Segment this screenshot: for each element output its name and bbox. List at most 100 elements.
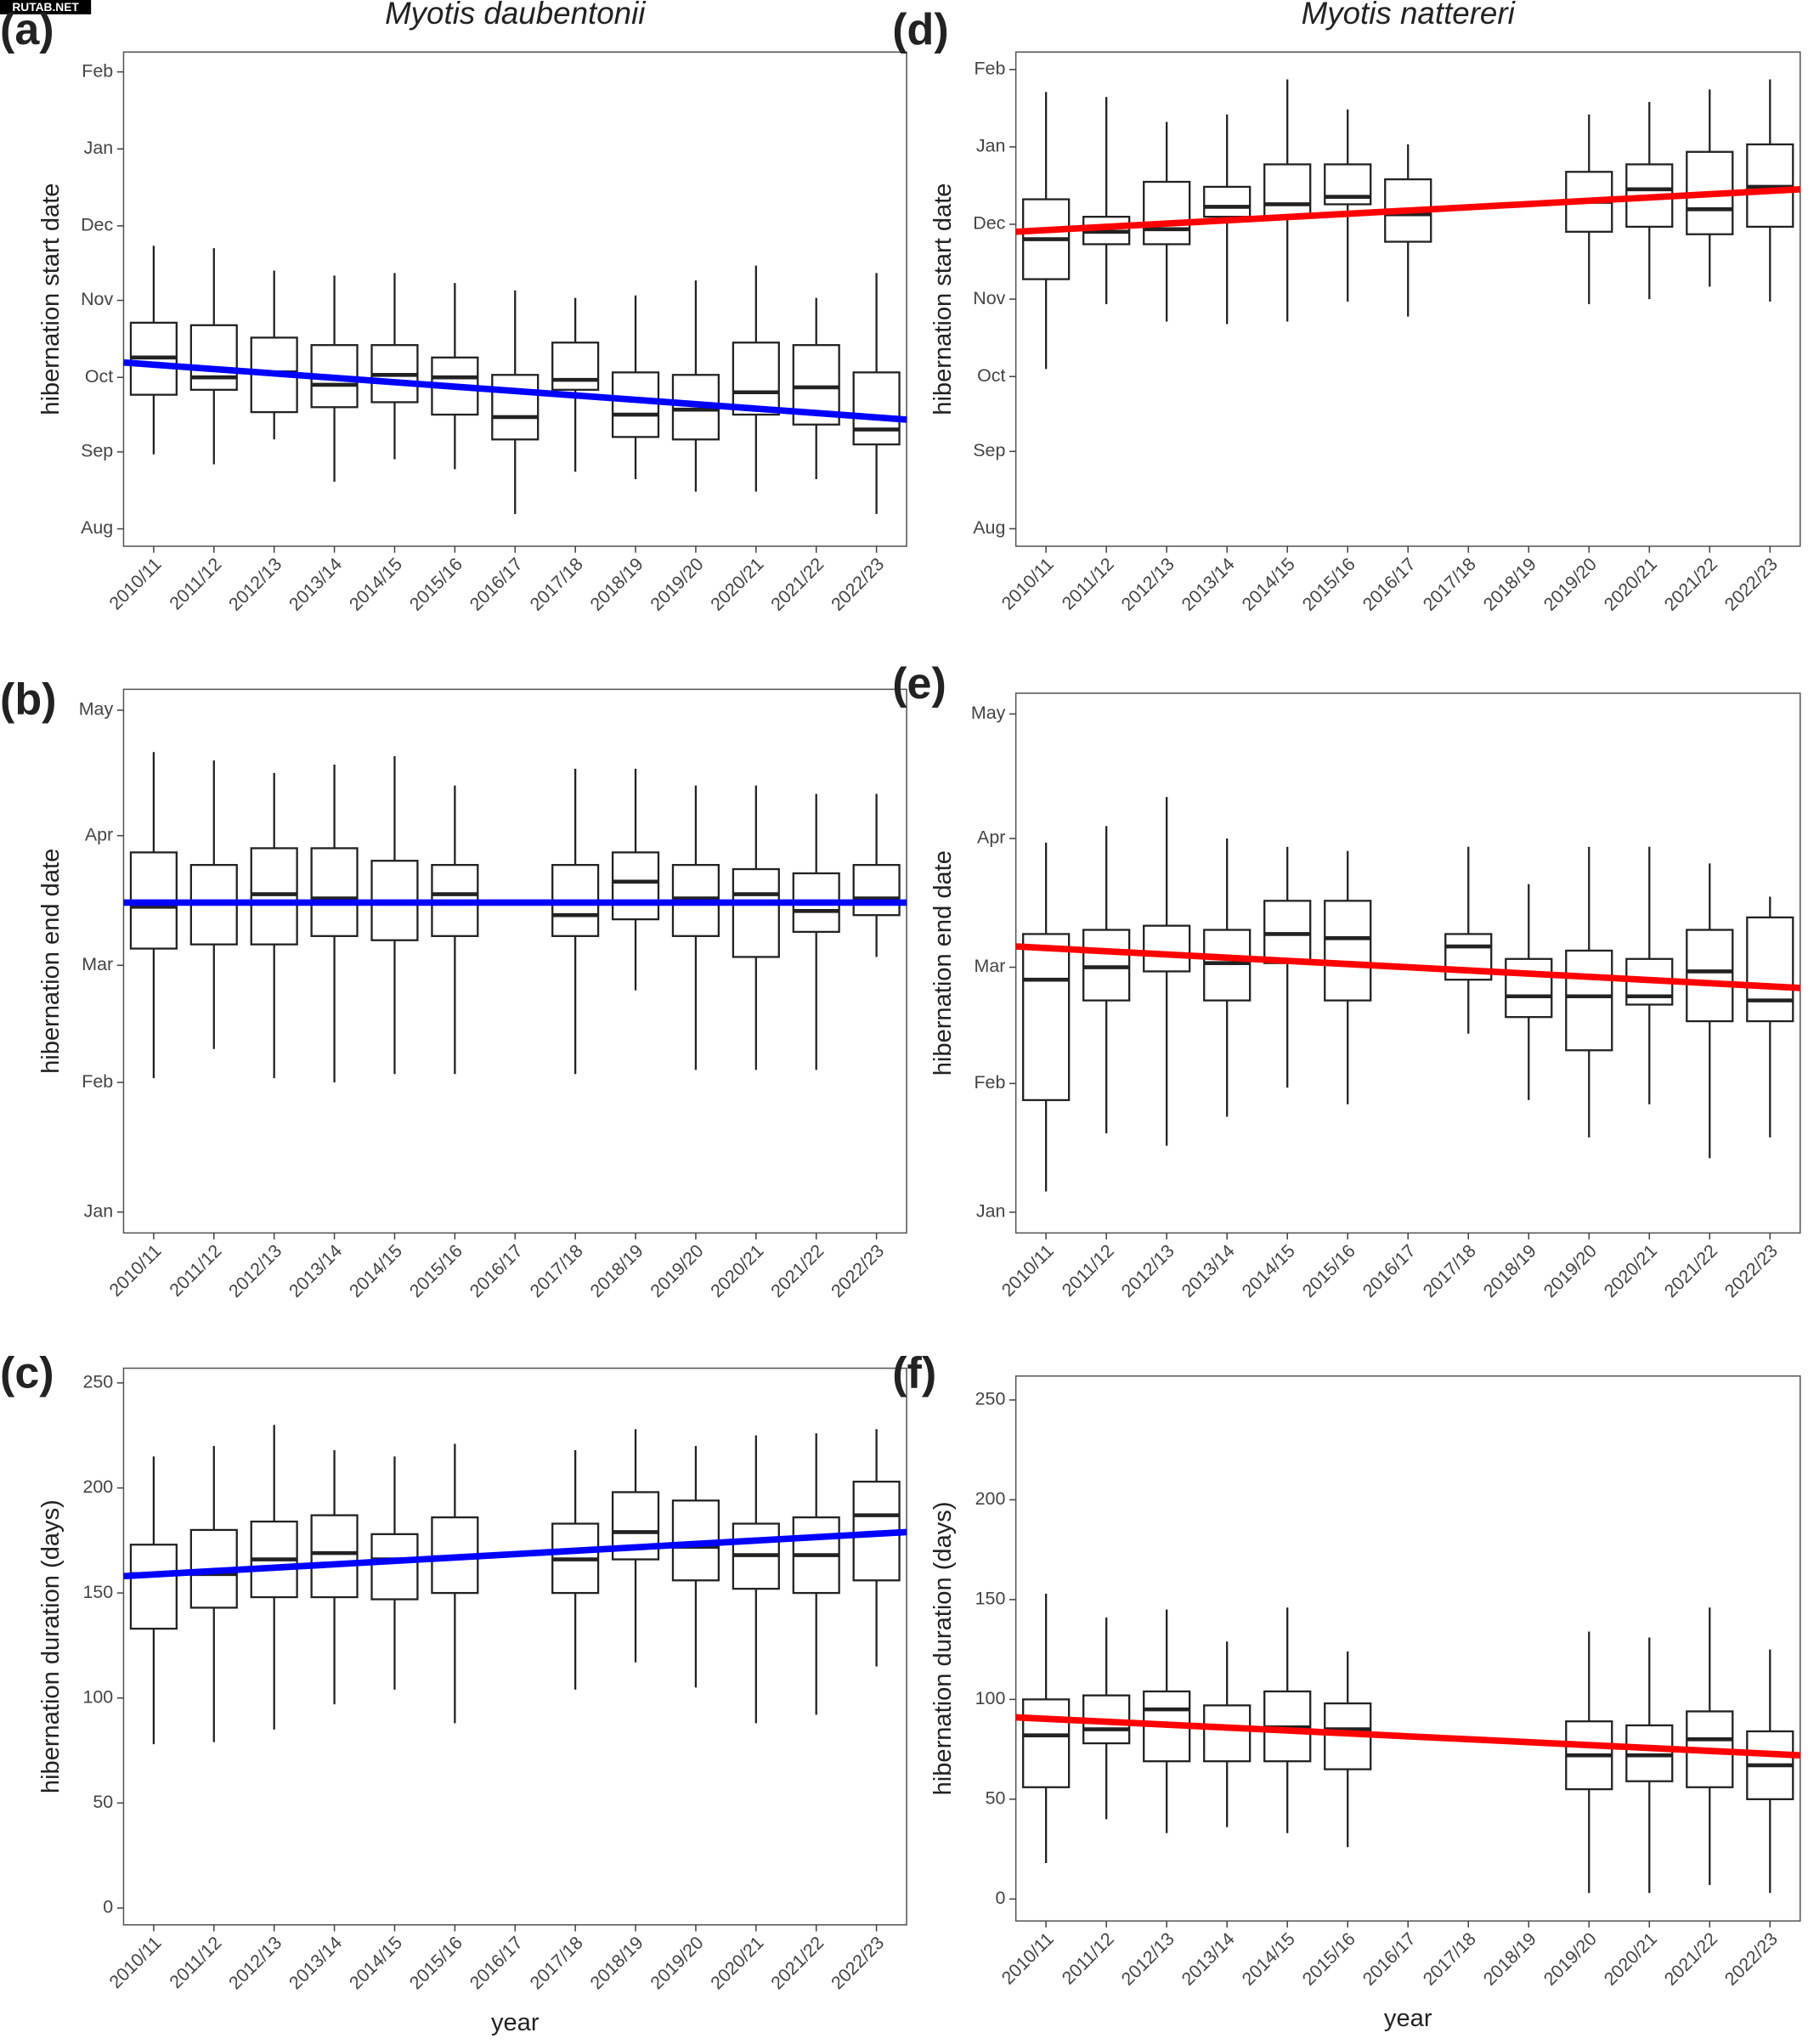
- y-tick-label: Aug: [81, 517, 113, 538]
- x-tick-label: 2019/20: [1540, 1928, 1601, 1990]
- y-axis-label: hibernation start date: [929, 184, 957, 415]
- x-tick-label: 2014/15: [1238, 1928, 1299, 1990]
- box: [1203, 929, 1251, 1002]
- x-tick-label: 2011/12: [166, 1240, 226, 1301]
- x-tick-label: 2013/14: [285, 554, 347, 615]
- x-tick-label: 2018/19: [586, 1240, 647, 1301]
- y-tick-label: Sep: [973, 440, 1005, 460]
- box: [1565, 949, 1613, 1052]
- plot-border: [122, 688, 907, 1234]
- y-tick-label: Dec: [81, 215, 113, 235]
- x-tick-label: 2022/23: [1720, 1928, 1782, 1990]
- y-tick-label: May: [79, 699, 114, 720]
- x-tick-label: 2020/21: [1600, 1928, 1661, 1990]
- x-tick-label: 2018/19: [586, 554, 647, 615]
- trend-line: [1015, 943, 1801, 991]
- x-tick-label: 2018/19: [1479, 1240, 1540, 1301]
- y-tick-label: Apr: [977, 827, 1005, 848]
- x-tick-label: 2017/18: [1419, 1240, 1480, 1301]
- y-tick-label: 150: [82, 1582, 113, 1602]
- y-axis-label: hibernation duration (days): [37, 1499, 65, 1793]
- x-tick-label: 2011/12: [166, 554, 226, 614]
- x-tick-label: 2016/17: [466, 1933, 527, 1994]
- x-tick-label: 2017/18: [526, 1933, 587, 1994]
- box: [250, 847, 298, 946]
- x-tick-label: 2015/16: [1298, 1240, 1359, 1301]
- y-tick-label: 50: [93, 1792, 113, 1812]
- x-tick-label: 2011/12: [1058, 1928, 1118, 1989]
- y-tick-label: Jan: [976, 1201, 1006, 1222]
- box: [852, 863, 901, 917]
- box: [732, 867, 780, 958]
- y-tick-label: Jan: [976, 136, 1006, 156]
- box: [1625, 1724, 1674, 1782]
- x-tick-label: 2012/13: [1117, 554, 1178, 615]
- box: [1143, 924, 1191, 973]
- watermark: RUTAB.NET: [12, 1, 79, 14]
- box: [1686, 929, 1734, 1023]
- x-tick-label: 2013/14: [1178, 554, 1239, 615]
- y-axis-label: hibernation duration (days): [929, 1501, 957, 1795]
- box: [1082, 929, 1131, 1002]
- box: [732, 342, 780, 416]
- box: [1444, 933, 1493, 981]
- x-tick-label: 2019/20: [1540, 554, 1601, 615]
- x-tick-label: 2019/20: [647, 1933, 708, 1994]
- x-tick-label: 2015/16: [405, 554, 466, 615]
- x-tick-label: 2015/16: [1298, 554, 1359, 615]
- trend-line: [1015, 186, 1801, 235]
- x-tick-label: 2014/15: [1238, 1240, 1299, 1301]
- y-tick-label: Jan: [84, 1200, 114, 1221]
- x-axis-label: year: [1384, 2005, 1432, 2032]
- x-tick-label: 2014/15: [345, 1933, 406, 1994]
- box: [370, 1533, 419, 1601]
- x-tick-label: 2012/13: [1117, 1240, 1178, 1301]
- box: [1022, 933, 1071, 1102]
- panel-title: Myotis nattereri: [1302, 0, 1516, 31]
- y-tick-label: May: [971, 703, 1006, 723]
- y-axis-label: hibernation end date: [929, 850, 957, 1076]
- y-tick-label: 150: [975, 1589, 1006, 1609]
- box: [1022, 1698, 1071, 1788]
- x-tick-label: 2013/14: [1178, 1240, 1239, 1301]
- box: [1324, 163, 1372, 206]
- box: [1746, 916, 1794, 1023]
- x-tick-label: 2021/22: [767, 1240, 828, 1301]
- y-tick-label: Mar: [82, 954, 113, 974]
- box: [310, 1514, 359, 1599]
- x-tick-label: 2021/22: [767, 554, 828, 615]
- x-tick-label: 2011/12: [166, 1933, 226, 1993]
- x-tick-label: 2012/13: [225, 1933, 286, 1994]
- box: [310, 847, 359, 937]
- x-tick-label: 2016/17: [1359, 554, 1420, 615]
- x-tick-label: 2021/22: [1660, 1240, 1721, 1301]
- x-tick-label: 2018/19: [586, 1933, 647, 1994]
- x-tick-label: 2017/18: [526, 554, 587, 615]
- box: [491, 374, 540, 441]
- panel-label: (e): [892, 659, 946, 709]
- y-tick-label: 100: [975, 1688, 1006, 1708]
- x-tick-label: 2016/17: [466, 1240, 527, 1301]
- x-tick-label: 2022/23: [1720, 1240, 1782, 1301]
- y-axis-label: hibernation start date: [37, 184, 65, 415]
- x-tick-label: 2010/11: [105, 1933, 166, 1993]
- y-tick-label: 0: [103, 1897, 113, 1917]
- x-tick-label: 2014/15: [1238, 554, 1299, 615]
- x-tick-label: 2017/18: [526, 1240, 587, 1301]
- x-tick-label: 2013/14: [1178, 1928, 1239, 1990]
- box: [1203, 185, 1251, 218]
- x-tick-label: 2019/20: [1540, 1240, 1601, 1301]
- y-tick-label: Sep: [81, 441, 113, 461]
- x-tick-label: 2014/15: [345, 1240, 406, 1301]
- x-tick-label: 2020/21: [707, 1240, 768, 1301]
- x-tick-label: 2022/23: [828, 1933, 889, 1994]
- x-tick-label: 2010/11: [997, 1928, 1058, 1989]
- x-tick-label: 2020/21: [1600, 554, 1661, 615]
- x-tick-label: 2022/23: [828, 554, 889, 615]
- trend-line: [123, 359, 907, 423]
- x-tick-label: 2018/19: [1479, 1928, 1540, 1990]
- box: [611, 1491, 660, 1561]
- box: [1324, 900, 1372, 1002]
- x-tick-label: 2015/16: [405, 1240, 466, 1301]
